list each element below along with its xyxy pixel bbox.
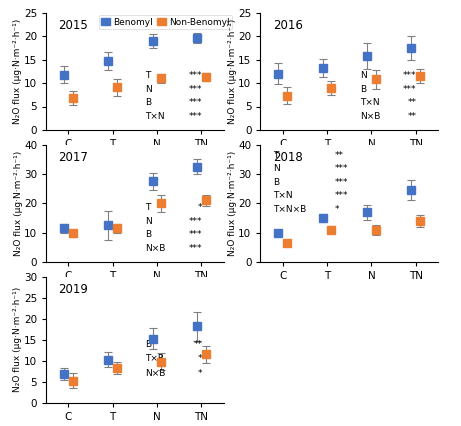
Text: 2019: 2019 bbox=[59, 283, 89, 296]
Text: ***: *** bbox=[335, 178, 349, 187]
Text: B: B bbox=[146, 340, 152, 349]
Text: 2016: 2016 bbox=[273, 19, 303, 32]
Y-axis label: N₂O flux (μg·N·m⁻²·h⁻¹): N₂O flux (μg·N·m⁻²·h⁻¹) bbox=[13, 19, 23, 124]
Text: T×N: T×N bbox=[360, 98, 379, 107]
Text: **: ** bbox=[408, 112, 417, 121]
Legend: Benomyl, Non-Benomyl: Benomyl, Non-Benomyl bbox=[99, 15, 232, 29]
Text: T: T bbox=[146, 203, 151, 213]
Y-axis label: N₂O flux (μg·N·m⁻²·h⁻¹): N₂O flux (μg·N·m⁻²·h⁻¹) bbox=[13, 287, 23, 392]
Text: ***: *** bbox=[403, 85, 417, 94]
Text: *: * bbox=[198, 354, 202, 363]
Text: N: N bbox=[273, 164, 280, 173]
Text: N: N bbox=[146, 85, 152, 94]
Text: T×N×B: T×N×B bbox=[273, 204, 306, 213]
Text: N×B: N×B bbox=[146, 368, 166, 377]
Text: *: * bbox=[335, 204, 339, 213]
Text: ***: *** bbox=[189, 230, 202, 239]
Text: T: T bbox=[273, 151, 278, 160]
Text: ***: *** bbox=[189, 217, 202, 226]
Text: T×B: T×B bbox=[146, 354, 165, 363]
Text: ***: *** bbox=[335, 191, 349, 200]
Text: ***: *** bbox=[403, 71, 417, 81]
Text: **: ** bbox=[193, 340, 202, 349]
Text: ***: *** bbox=[189, 85, 202, 94]
Text: N: N bbox=[146, 217, 152, 226]
Text: **: ** bbox=[335, 151, 344, 160]
Text: *: * bbox=[198, 203, 202, 213]
Text: ***: *** bbox=[189, 112, 202, 121]
Text: 2015: 2015 bbox=[59, 19, 88, 32]
Text: 2017: 2017 bbox=[59, 151, 89, 164]
Text: B: B bbox=[273, 178, 279, 187]
Text: T×N: T×N bbox=[146, 112, 165, 121]
Text: *: * bbox=[198, 368, 202, 377]
Text: T×N: T×N bbox=[273, 191, 293, 200]
Text: B: B bbox=[146, 230, 152, 239]
Y-axis label: N₂O flux (μg·N·m⁻²·h⁻¹): N₂O flux (μg·N·m⁻²·h⁻¹) bbox=[13, 151, 23, 256]
Y-axis label: N₂O flux (μg·N·m⁻²·h⁻¹): N₂O flux (μg·N·m⁻²·h⁻¹) bbox=[228, 19, 237, 124]
Text: N×B: N×B bbox=[146, 244, 166, 253]
Text: ***: *** bbox=[189, 71, 202, 81]
Text: B: B bbox=[360, 85, 366, 94]
Text: B: B bbox=[146, 98, 152, 107]
Text: ***: *** bbox=[189, 98, 202, 107]
Text: N: N bbox=[360, 71, 366, 81]
Text: 2018: 2018 bbox=[273, 151, 302, 164]
Text: ***: *** bbox=[335, 164, 349, 173]
Text: ***: *** bbox=[189, 244, 202, 253]
Text: **: ** bbox=[408, 98, 417, 107]
Text: N×B: N×B bbox=[360, 112, 380, 121]
Y-axis label: N₂O flux (μg·N·m⁻²·h⁻¹): N₂O flux (μg·N·m⁻²·h⁻¹) bbox=[228, 151, 237, 256]
Text: T: T bbox=[146, 71, 151, 81]
